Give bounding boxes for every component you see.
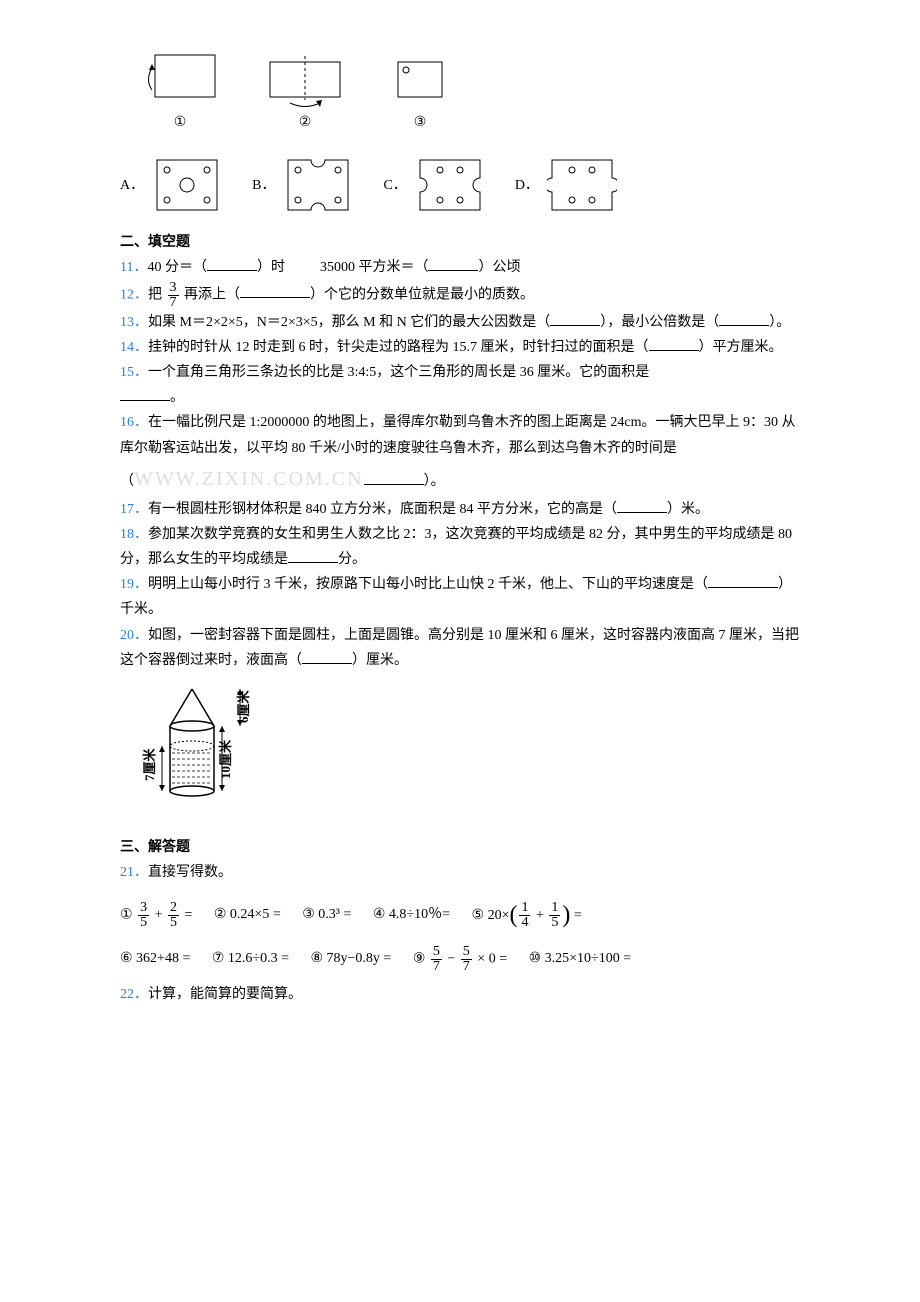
blank [288, 548, 338, 563]
eq3: ③ 0.3³ = [302, 902, 351, 927]
step2-icon [260, 50, 350, 110]
eq-row-1: ① 35 + 25 = ② 0.24×5 = ③ 0.3³ = ④ 4.8÷10… [120, 894, 800, 937]
q11: 11．40 分＝（）时 35000 平方米＝（）公顷 [120, 255, 800, 280]
blank [240, 283, 310, 298]
step1-icon [140, 50, 220, 110]
container-diagram: 7厘米 10厘米 6厘米 [140, 681, 800, 820]
option-d-icon [547, 155, 617, 215]
option-d: D． [515, 155, 617, 215]
q12-num: 12． [120, 287, 148, 302]
q16-num: 16． [120, 415, 148, 430]
option-c-label: C． [383, 173, 406, 198]
option-b: B． [252, 155, 353, 215]
option-a: A． [120, 155, 222, 215]
label-6cm: 6厘米 [236, 690, 251, 724]
blank [719, 311, 769, 326]
q16: 16．在一幅比例尺是 1:2000000 的地图上，量得库尔勒到乌鲁木齐的图上距… [120, 410, 800, 496]
step1-label: ① [174, 110, 187, 135]
eq1: ① 35 + 25 = [120, 901, 192, 930]
step-1: ① [140, 50, 220, 135]
fraction-3-7: 37 [168, 281, 179, 310]
step-diagrams: ① ② ③ [140, 50, 800, 135]
step-2: ② [260, 50, 350, 135]
step3-label: ③ [414, 110, 427, 135]
q18-num: 18． [120, 527, 148, 542]
blank [550, 311, 600, 326]
q21-num: 21． [120, 865, 148, 880]
option-c-icon [415, 155, 485, 215]
option-b-label: B． [252, 173, 275, 198]
eq6: ⑥ 362+48 = [120, 946, 190, 971]
q13: 13．如果 M＝2×2×5，N＝2×3×5，那么 M 和 N 它们的最大公因数是… [120, 310, 800, 335]
eq8: ⑧ 78y−0.8y = [310, 946, 391, 971]
blank [364, 470, 424, 485]
step3-icon [390, 50, 450, 110]
q11-num: 11． [120, 260, 147, 275]
blank [708, 573, 778, 588]
blank [428, 256, 478, 271]
q22: 22．计算，能简算的要简算。 [120, 982, 800, 1007]
option-a-label: A． [120, 173, 144, 198]
blank [617, 498, 667, 513]
q15-num: 15． [120, 365, 148, 380]
q20: 20．如图，一密封容器下面是圆柱，上面是圆锥。高分别是 10 厘米和 6 厘米，… [120, 623, 800, 673]
option-b-icon [283, 155, 353, 215]
eq4: ④ 4.8÷10％= [373, 902, 450, 927]
eq-row-2: ⑥ 362+48 = ⑦ 12.6÷0.3 = ⑧ 78y−0.8y = ⑨ 5… [120, 945, 800, 974]
q22-num: 22． [120, 987, 148, 1002]
blank [302, 649, 352, 664]
eq9: ⑨ 57 − 57 × 0 = [413, 945, 507, 974]
q17-num: 17． [120, 502, 148, 517]
blank [649, 336, 699, 351]
q21: 21．直接写得数。 [120, 860, 800, 885]
q19: 19．明明上山每小时行 3 千米，按原路下山每小时比上山快 2 千米，他上、下山… [120, 572, 800, 622]
option-d-label: D． [515, 173, 539, 198]
q13-num: 13． [120, 315, 148, 330]
options-row: A． B． C． D． [120, 155, 800, 215]
q14-num: 14． [120, 340, 148, 355]
q18: 18．参加某次数学竞赛的女生和男生人数之比 2：3，这次竞赛的平均成绩是 82 … [120, 522, 800, 572]
eq5: ⑤ 20×(14 + 15) = [472, 894, 582, 937]
watermark: WWW.ZIXIN.COM.CN [134, 468, 364, 490]
eq7: ⑦ 12.6÷0.3 = [212, 946, 289, 971]
q19-num: 19． [120, 577, 148, 592]
blank [120, 386, 170, 401]
container-icon: 7厘米 10厘米 6厘米 [140, 681, 300, 811]
option-a-icon [152, 155, 222, 215]
step-3: ③ [390, 50, 450, 135]
eq2: ② 0.24×5 = [214, 902, 281, 927]
label-10cm: 10厘米 [218, 739, 233, 779]
option-c: C． [383, 155, 484, 215]
step2-label: ② [299, 110, 312, 135]
q20-num: 20． [120, 628, 148, 643]
q14: 14．挂钟的时针从 12 时走到 6 时，针尖走过的路程为 15.7 厘米，时针… [120, 335, 800, 360]
eq10: ⑩ 3.25×10÷100 = [529, 946, 632, 971]
q17: 17．有一根圆柱形钢材体积是 840 立方分米，底面积是 84 平方分米，它的高… [120, 497, 800, 522]
label-7cm: 7厘米 [142, 748, 157, 782]
q15: 15．一个直角三角形三条边长的比是 3:4:5，这个三角形的周长是 36 厘米。… [120, 360, 800, 410]
section-3-title: 三、解答题 [120, 835, 800, 860]
q12: 12．把 37 再添上（）个它的分数单位就是最小的质数。 [120, 281, 800, 310]
section-2-title: 二、填空题 [120, 230, 800, 255]
blank [207, 256, 257, 271]
